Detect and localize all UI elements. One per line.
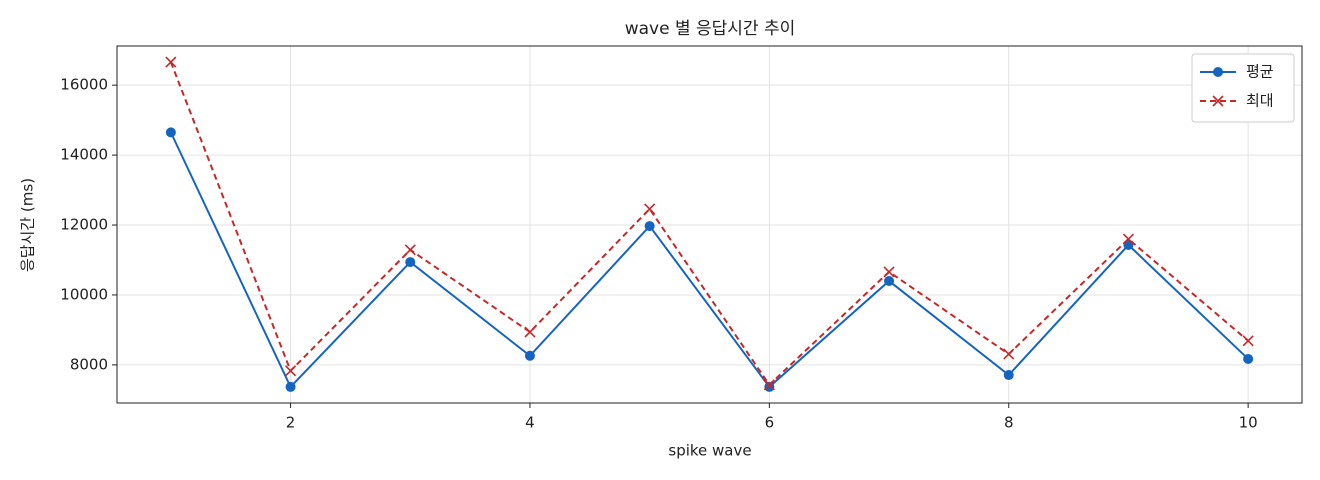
- legend-label: 최대: [1246, 92, 1274, 110]
- marker: [763, 379, 775, 391]
- x-tick-label: 8: [1004, 414, 1014, 432]
- marker: [524, 350, 535, 361]
- marker: [1122, 233, 1135, 245]
- x-tick-label: 4: [525, 414, 535, 432]
- marker: [285, 381, 296, 392]
- marker: [883, 266, 895, 278]
- y-tick-label: 16000: [60, 76, 108, 94]
- x-tick-label: 10: [1239, 414, 1258, 432]
- y-tick-label: 10000: [60, 285, 108, 303]
- legend-box: [1191, 53, 1295, 123]
- marker: [165, 56, 177, 68]
- x-tick-label: 2: [286, 414, 296, 432]
- marker: [1213, 67, 1223, 77]
- marker: [884, 275, 895, 286]
- marker: [764, 381, 775, 392]
- marker: [405, 257, 416, 268]
- marker: [1243, 353, 1254, 364]
- y-tick-label: 8000: [70, 355, 108, 373]
- marker: [165, 127, 176, 138]
- legend-label: 평균: [1246, 63, 1274, 81]
- y-axis-label: 응답시간 (ms): [19, 178, 37, 272]
- marker: [1003, 348, 1015, 360]
- chart-title: wave 별 응답시간 추이: [625, 19, 796, 39]
- series-line: [169, 61, 1249, 387]
- series-line: [169, 131, 1249, 389]
- marker: [644, 221, 655, 232]
- y-tick-label: 12000: [60, 216, 108, 234]
- y-tick-label: 14000: [60, 146, 108, 164]
- x-axis-label: spike wave: [668, 442, 751, 460]
- plot-frame: [116, 45, 1303, 404]
- marker: [1003, 370, 1014, 381]
- marker: [524, 326, 536, 338]
- x-tick-label: 6: [765, 414, 775, 432]
- marker: [1242, 335, 1254, 347]
- marker: [404, 244, 416, 256]
- marker: [284, 365, 297, 377]
- marker: [644, 203, 656, 215]
- marker: [1212, 95, 1224, 107]
